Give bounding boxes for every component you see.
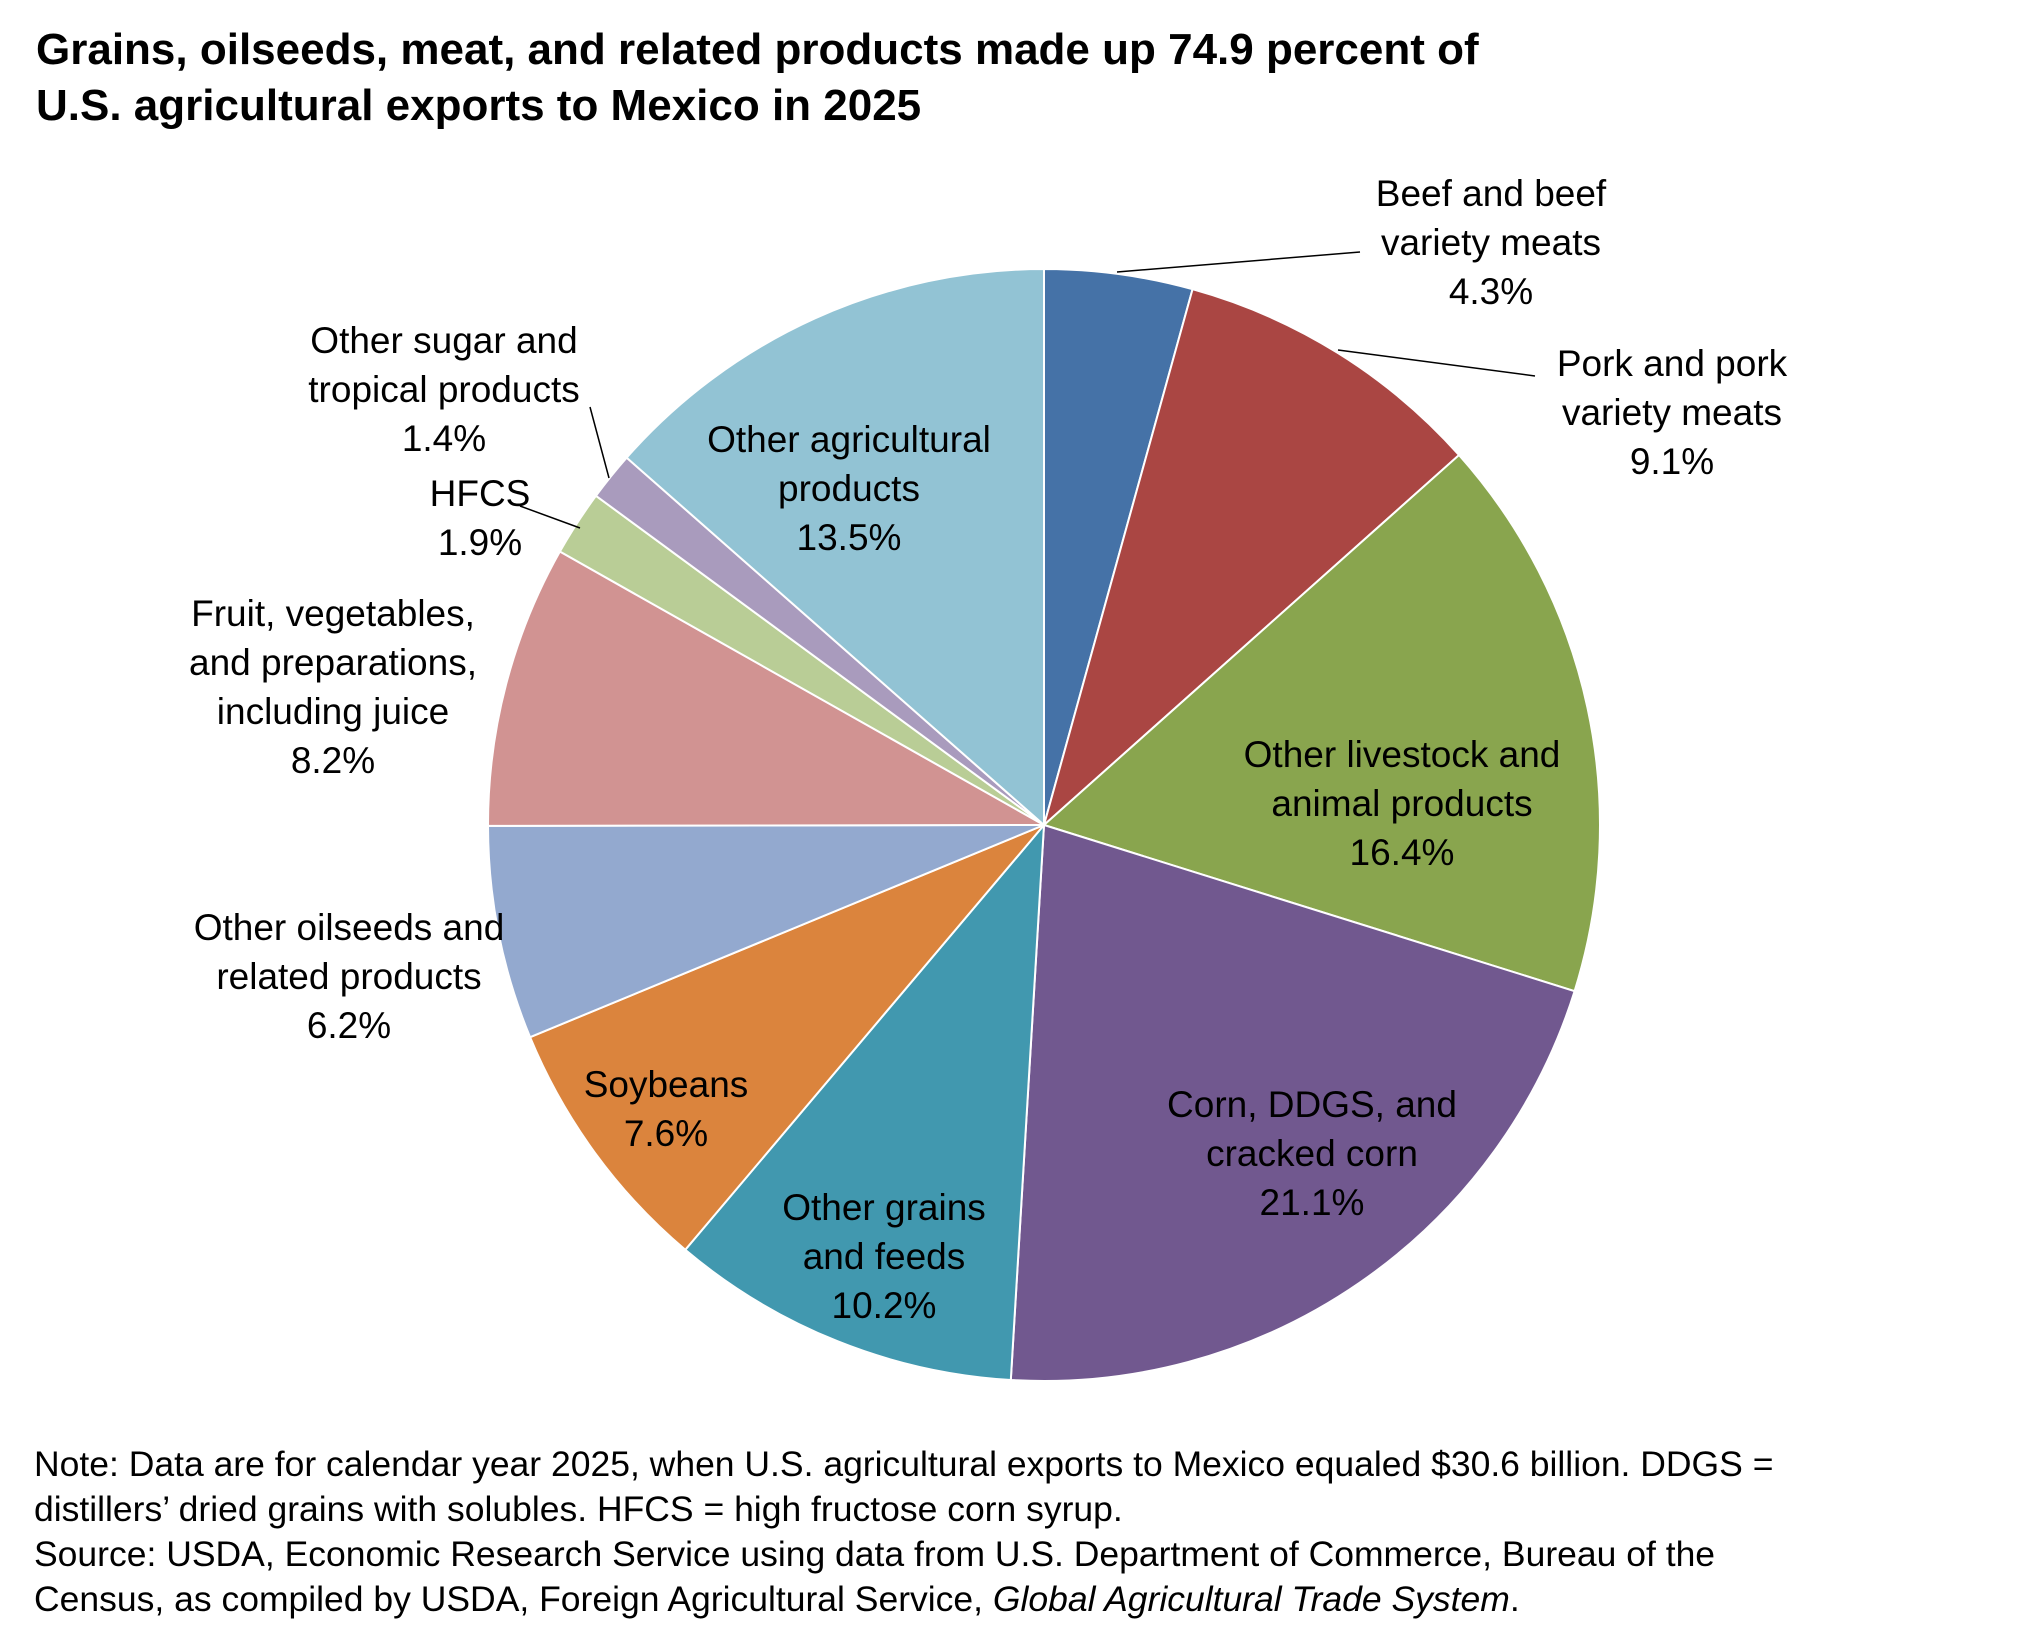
pie-chart: Beef and beef variety meats 4.3% Pork and p… <box>189 173 1788 1382</box>
slice-category-label: Soybeans <box>584 1064 749 1105</box>
slice-value-label: 4.3% <box>1449 271 1533 312</box>
pie-slice <box>1009 823 1576 1382</box>
slice-value-label: 21.1% <box>1260 1182 1365 1223</box>
leader-line <box>1337 349 1536 377</box>
slice-category-label: Pork and pork <box>1557 343 1788 384</box>
slice-label: Corn, DDGS, and cracked corn 21.1% <box>1167 1084 1457 1223</box>
slice-label: Other oilseeds and related products 6.2% <box>194 907 505 1046</box>
slice-label: HFCS 1.9% <box>430 473 531 563</box>
slice-value-label: 1.9% <box>438 522 522 563</box>
chart-title-line-1: Grains, oilseeds, meat, and related prod… <box>36 25 1479 74</box>
pie-slice <box>486 550 1048 827</box>
slice-label: Other grains and feeds 10.2% <box>782 1187 986 1326</box>
slice-value-label: 8.2% <box>291 740 375 781</box>
source-line-1: Source: USDA, Economic Research Service … <box>34 1534 1716 1574</box>
slice-category-label: tropical products <box>308 369 579 410</box>
source-line-2-end: . <box>1509 1579 1520 1619</box>
slice-category-label: Other agricultural <box>707 419 991 460</box>
slice-category-label: variety meats <box>1381 222 1601 263</box>
pie-slice <box>1042 453 1601 993</box>
slice-category-label: including juice <box>217 691 449 732</box>
slice-label: Other sugar and tropical products 1.4% <box>308 320 579 459</box>
slice-category-label: Other oilseeds and <box>194 907 505 948</box>
slice-label: Fruit, vegetables, and preparations, inclu… <box>189 593 477 781</box>
chart-title-line-2: U.S. agricultural exports to Mexico in 2… <box>36 81 922 130</box>
slice-labels: Beef and beef variety meats 4.3% Pork and p… <box>189 173 1788 1326</box>
slice-category-label: Beef and beef <box>1376 173 1607 214</box>
slice-category-label: Other sugar and <box>310 320 577 361</box>
slice-category-label: variety meats <box>1562 392 1782 433</box>
slice-value-label: 13.5% <box>797 517 902 558</box>
slice-label: Soybeans 7.6% <box>584 1064 749 1154</box>
slice-category-label: products <box>778 468 920 509</box>
pie-slice <box>486 824 1045 1039</box>
source-line-2: Census, as compiled by USDA, Foreign Agr… <box>34 1577 2024 1622</box>
slice-label: Beef and beef variety meats 4.3% <box>1376 173 1607 312</box>
leader-lines <box>519 251 1536 529</box>
slice-category-label: animal products <box>1271 783 1532 824</box>
slice-category-label: Other livestock and <box>1244 734 1561 775</box>
slice-category-label: related products <box>216 956 481 997</box>
slice-category-label: and preparations, <box>189 642 477 683</box>
pie-slice <box>625 267 1045 828</box>
pie-slice <box>1042 287 1461 829</box>
slice-value-label: 6.2% <box>307 1005 391 1046</box>
leader-line <box>589 406 610 479</box>
slice-label: Other agricultural products 13.5% <box>707 419 991 558</box>
slice-category-label: cracked corn <box>1206 1133 1418 1174</box>
source-system-name: Global Agricultural Trade System <box>992 1579 1510 1619</box>
slice-category-label: HFCS <box>430 473 531 514</box>
note-line-1: Note: Data are for calendar year 2025, w… <box>34 1444 1774 1484</box>
chart-note: Note: Data are for calendar year 2025, w… <box>34 1442 2024 1622</box>
slice-category-label: Corn, DDGS, and <box>1167 1084 1457 1125</box>
slice-value-label: 9.1% <box>1630 441 1714 482</box>
slice-label: Pork and pork variety meats 9.1% <box>1557 343 1788 482</box>
slice-value-label: 10.2% <box>832 1285 937 1326</box>
chart-title: Grains, oilseeds, meat, and related prod… <box>36 22 1936 134</box>
slice-value-label: 16.4% <box>1350 832 1455 873</box>
pie-slice <box>528 824 1045 1252</box>
pie-slices <box>486 267 1601 1382</box>
pie-slice <box>683 822 1046 1382</box>
note-line-2: distillers’ dried grains with solubles. … <box>34 1489 1123 1529</box>
slice-value-label: 7.6% <box>624 1113 708 1154</box>
slice-value-label: 1.4% <box>402 418 486 459</box>
leader-line <box>519 505 581 529</box>
slice-category-label: Other grains <box>782 1187 986 1228</box>
slice-label: Other livestock and animal products 16.4% <box>1244 734 1561 873</box>
source-line-2-text: Census, as compiled by USDA, Foreign Agr… <box>34 1579 993 1619</box>
slice-category-label: and feeds <box>803 1236 966 1277</box>
leader-line <box>1116 251 1361 273</box>
slice-category-label: Fruit, vegetables, <box>191 593 475 634</box>
